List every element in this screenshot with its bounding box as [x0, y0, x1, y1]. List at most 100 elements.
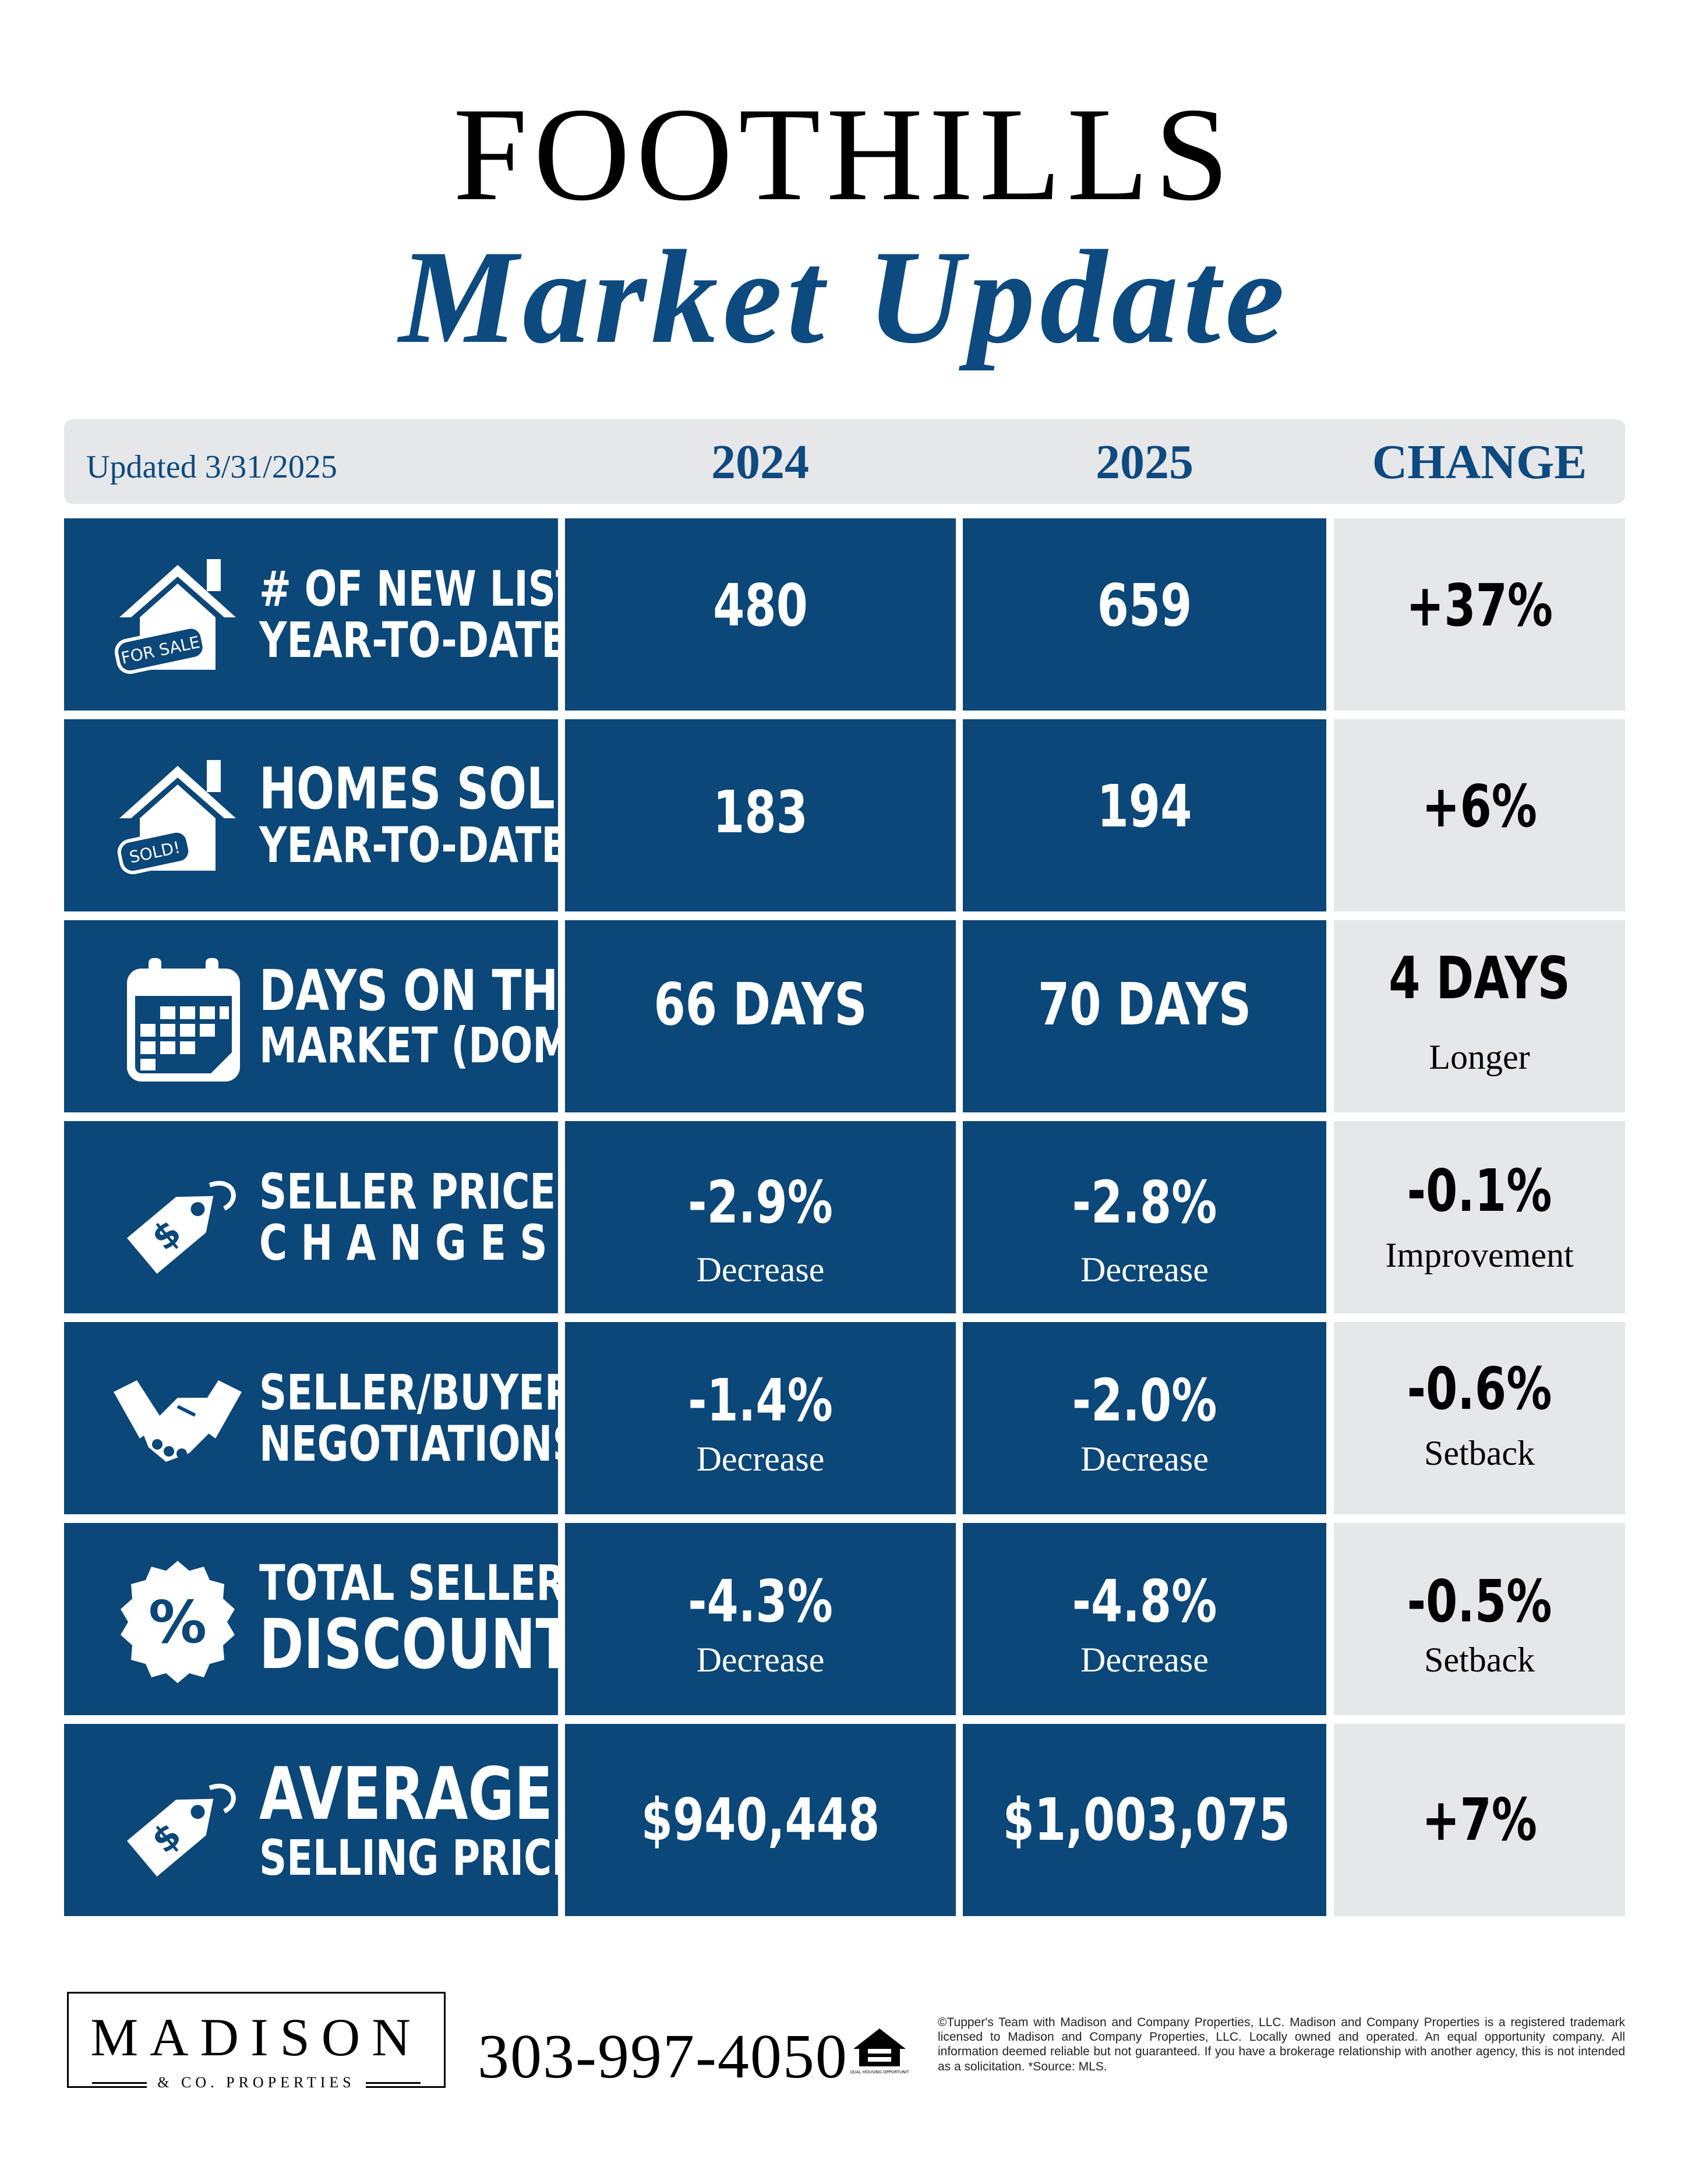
cell-change: +7%: [1334, 1724, 1625, 1916]
change-subtext: Longer: [1429, 1038, 1530, 1076]
change-value: -0.1%: [1407, 1157, 1552, 1225]
row-label: HOMES SOLD YEAR-TO-DATE: [259, 719, 592, 911]
logo-sub-wrap: & CO. PROPERTIES: [69, 2074, 444, 2091]
value-2024: $940,448: [641, 1786, 880, 1854]
change-value: 4 DAYS: [1389, 944, 1570, 1012]
table-row-new-listings: FOR SALE # OF NEW LISTINGS YEAR-TO-DATE …: [0, 518, 1688, 711]
cell-2025: $1,003,075: [963, 1724, 1326, 1916]
cell-2024: -2.9% Decrease: [565, 1121, 956, 1313]
table-row-seller-price-changes: $ SELLER PRICE CHANGES -2.9% Decrease -2…: [0, 1121, 1688, 1313]
table-row-negotiations: SELLER/BUYER NEGOTIATIONS -1.4% Decrease…: [0, 1322, 1688, 1514]
house-sold-icon: SOLD!: [117, 760, 236, 875]
percent-badge-icon: %: [121, 1561, 235, 1683]
value-2025-subtext: Decrease: [1080, 1440, 1209, 1478]
row-label-cell: DAYS ON THE MARKET (DOM): [64, 920, 588, 1112]
cell-change: -0.1% Improvement: [1334, 1121, 1625, 1313]
row-label-cell: SOLD! HOMES SOLD YEAR-TO-DATE: [64, 719, 592, 911]
value-2024-subtext: Decrease: [696, 1250, 825, 1289]
handshake-icon: [114, 1380, 242, 1462]
legal-disclaimer: ©Tupper's Team with Madison and Company …: [938, 2016, 1625, 2073]
equal-housing-icon: EQUAL HOUSING OPPORTUNITY: [850, 2028, 909, 2075]
value-2025: -4.8%: [1072, 1567, 1217, 1635]
value-2025: 194: [1097, 772, 1192, 840]
cell-2024: 66 DAYS: [565, 920, 956, 1112]
phone-number[interactable]: 303-997-4050: [478, 2022, 848, 2091]
equal-housing-text: EQUAL HOUSING OPPORTUNITY: [850, 2070, 909, 2075]
change-value: +7%: [1422, 1786, 1537, 1854]
change-value: -0.5%: [1407, 1567, 1552, 1635]
value-2025: $1,003,075: [1002, 1786, 1291, 1854]
updated-date: Updated 3/31/2025: [86, 449, 337, 485]
change-subtext: Setback: [1424, 1434, 1535, 1472]
value-2024: 183: [713, 778, 808, 846]
value-2024-subtext: Decrease: [696, 1641, 825, 1679]
row-label-cell: SELLER/BUYER NEGOTIATIONS: [64, 1322, 580, 1514]
value-2024: 480: [713, 571, 808, 639]
cell-change: -0.5% Setback: [1334, 1523, 1625, 1715]
row-label: SELLER/BUYER NEGOTIATIONS: [259, 1322, 580, 1514]
cell-change: 4 DAYS Longer: [1334, 920, 1625, 1112]
value-2024: -4.3%: [688, 1567, 833, 1635]
value-2025-subtext: Decrease: [1080, 1250, 1209, 1289]
logo-subtext: & CO. PROPERTIES: [147, 2074, 366, 2091]
cell-2025: -4.8% Decrease: [963, 1523, 1326, 1715]
cell-2024: -1.4% Decrease: [565, 1322, 956, 1514]
row-label-line-1: HOMES SOLD: [259, 756, 592, 823]
row-label-cell: $ AVERAGE SELLING PRICE: [64, 1724, 578, 1916]
cell-2025: 659: [963, 518, 1326, 711]
value-2024: -1.4%: [688, 1366, 833, 1434]
column-header-2025: 2025: [1096, 435, 1193, 489]
row-label: AVERAGE SELLING PRICE: [259, 1724, 578, 1916]
table-header-bar: [64, 419, 1625, 504]
change-value: -0.6%: [1407, 1355, 1552, 1423]
cell-2024: $940,448: [565, 1724, 956, 1916]
cell-change: -0.6% Setback: [1334, 1322, 1625, 1514]
change-value: +37%: [1406, 571, 1553, 639]
price-tag-icon: $: [127, 1783, 236, 1877]
house-for-sale-icon: FOR SALE: [114, 559, 236, 674]
cell-2025: 194: [963, 719, 1326, 911]
page-title: FOOTHILLS: [453, 80, 1235, 228]
column-header-2024: 2024: [711, 435, 809, 489]
row-label-line-1: TOTAL SELLER: [259, 1554, 566, 1612]
row-label-line-1: SELLER/BUYER: [259, 1363, 574, 1421]
row-label-cell: $ SELLER PRICE CHANGES: [64, 1121, 558, 1313]
cell-change: +6%: [1334, 719, 1625, 911]
value-2024: 66 DAYS: [654, 970, 867, 1038]
row-label-line-2: SELLING PRICE: [259, 1829, 578, 1886]
logo-wordmark: MADISON: [90, 2008, 422, 2067]
page-subtitle: Market Update: [398, 222, 1290, 371]
row-label-line-1: SELLER PRICE: [259, 1162, 556, 1220]
cell-2025: -2.8% Decrease: [963, 1121, 1326, 1313]
cell-2024: 183: [565, 719, 956, 911]
row-label: SELLER PRICE CHANGES: [259, 1121, 561, 1313]
price-tag-icon: $: [127, 1181, 236, 1274]
row-label-cell: % TOTAL SELLER DISCOUNT: [64, 1523, 573, 1715]
row-label-line-2: DISCOUNT: [259, 1604, 573, 1685]
change-subtext: Setback: [1424, 1641, 1535, 1679]
row-label: DAYS ON THE MARKET (DOM): [259, 920, 588, 1112]
value-2025-subtext: Decrease: [1080, 1641, 1209, 1679]
value-2025: 70 DAYS: [1037, 970, 1252, 1038]
row-label-line-2: YEAR-TO-DATE: [259, 817, 568, 874]
value-2024-subtext: Decrease: [696, 1440, 825, 1478]
calendar-icon: [127, 958, 240, 1082]
cell-2024: -4.3% Decrease: [565, 1523, 956, 1715]
svg-text:%: %: [149, 1588, 207, 1656]
cell-2025: -2.0% Decrease: [963, 1322, 1326, 1514]
row-label-line-2: MARKET (DOM): [259, 1017, 588, 1075]
row-label-line-2: CHANGES: [259, 1214, 561, 1271]
row-label-line-1: DAYS ON THE: [259, 957, 588, 1023]
value-2025: 659: [1097, 571, 1192, 639]
row-label: # OF NEW LISTINGS YEAR-TO-DATE: [259, 518, 687, 711]
cell-2025: 70 DAYS: [963, 920, 1326, 1112]
cell-change: +37%: [1334, 518, 1625, 711]
value-2025: -2.0%: [1072, 1366, 1217, 1434]
row-label-line-2: NEGOTIATIONS: [259, 1415, 580, 1472]
cell-2024: 480: [565, 518, 956, 711]
change-value: +6%: [1422, 772, 1537, 840]
row-label-line-2: YEAR-TO-DATE: [259, 612, 568, 669]
row-label-line-1: AVERAGE: [259, 1752, 553, 1836]
madison-logo: MADISON & CO. PROPERTIES: [67, 1992, 446, 2091]
table-row-total-seller-discount: % TOTAL SELLER DISCOUNT -4.3% Decrease -…: [0, 1523, 1688, 1715]
